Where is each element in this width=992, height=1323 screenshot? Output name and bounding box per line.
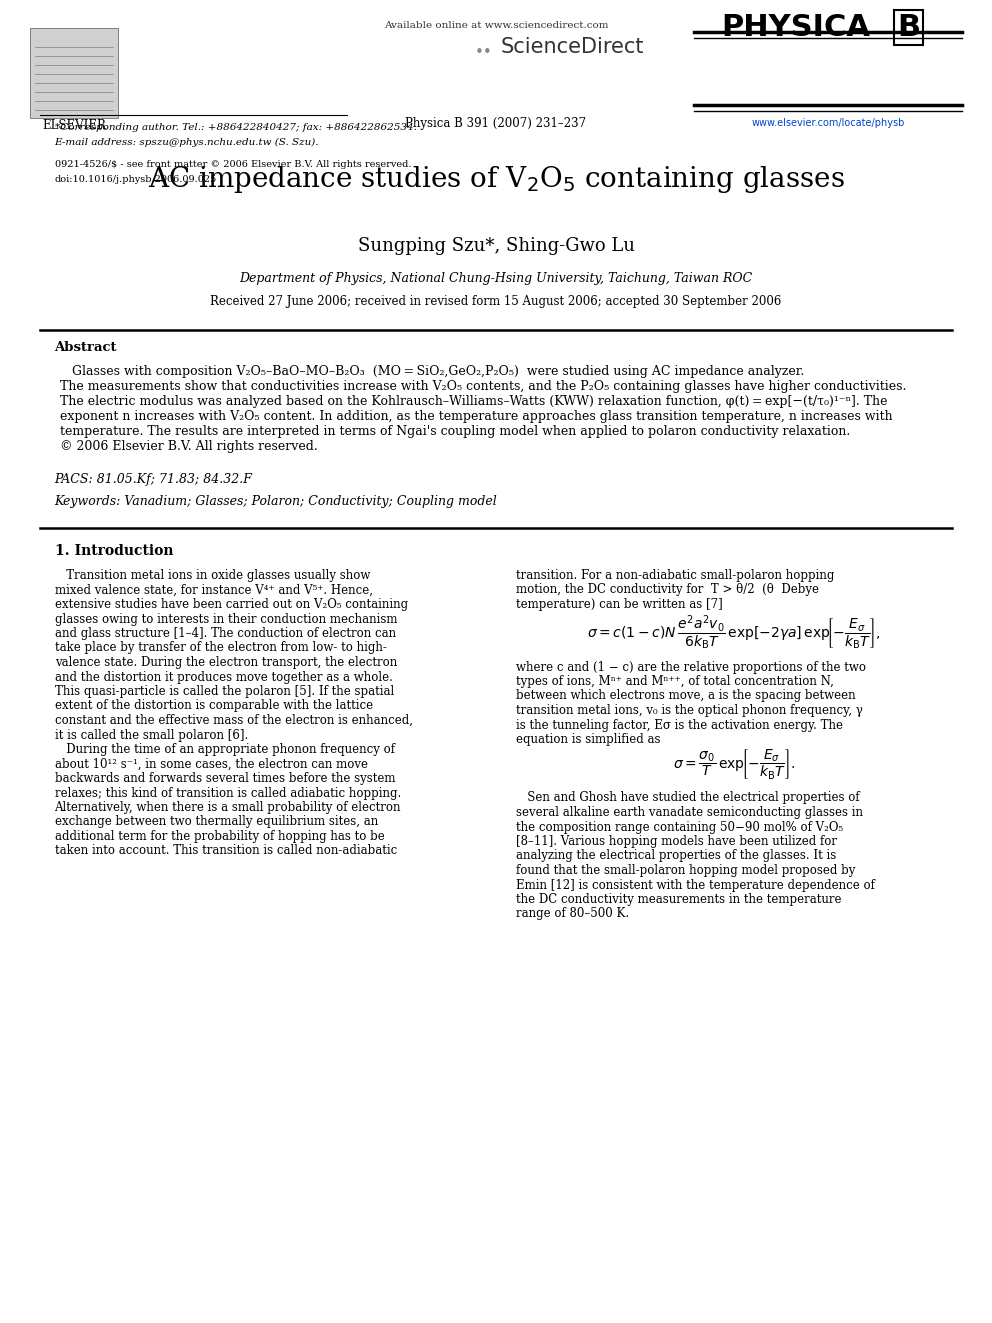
Text: doi:10.1016/j.physb.2006.09.025: doi:10.1016/j.physb.2006.09.025 <box>55 175 217 184</box>
Text: transition metal ions, v₀ is the optical phonon frequency, γ: transition metal ions, v₀ is the optical… <box>516 704 863 717</box>
Text: Physica B 391 (2007) 231–237: Physica B 391 (2007) 231–237 <box>406 116 586 130</box>
Text: $\sigma = c(1-c)N\,\dfrac{e^2a^2v_0}{6k_{\mathrm{B}}T}\,\mathrm{exp}[-2\gamma a]: $\sigma = c(1-c)N\,\dfrac{e^2a^2v_0}{6k_… <box>587 613 881 651</box>
Text: AC impedance studies of V$_2$O$_5$ containing glasses: AC impedance studies of V$_2$O$_5$ conta… <box>148 164 844 194</box>
Text: constant and the effective mass of the electron is enhanced,: constant and the effective mass of the e… <box>55 714 413 728</box>
Text: 1. Introduction: 1. Introduction <box>55 544 173 558</box>
Text: Received 27 June 2006; received in revised form 15 August 2006; accepted 30 Sept: Received 27 June 2006; received in revis… <box>210 295 782 308</box>
Text: Abstract: Abstract <box>55 341 117 355</box>
Text: Department of Physics, National Chung-Hsing University, Taichung, Taiwan ROC: Department of Physics, National Chung-Hs… <box>239 273 753 284</box>
Text: PHYSICA: PHYSICA <box>721 13 871 42</box>
Text: valence state. During the electron transport, the electron: valence state. During the electron trans… <box>55 656 397 669</box>
Text: Available online at www.sciencedirect.com: Available online at www.sciencedirect.co… <box>384 21 608 30</box>
Text: © 2006 Elsevier B.V. All rights reserved.: © 2006 Elsevier B.V. All rights reserved… <box>60 441 317 452</box>
Text: equation is simplified as: equation is simplified as <box>516 733 661 746</box>
Text: ••: •• <box>475 45 493 60</box>
Text: relaxes; this kind of transition is called adiabatic hopping.: relaxes; this kind of transition is call… <box>55 786 401 799</box>
Text: motion, the DC conductivity for  T > θ/2  (θ  Debye: motion, the DC conductivity for T > θ/2 … <box>516 583 818 597</box>
Text: 0921-4526/$ - see front matter © 2006 Elsevier B.V. All rights reserved.: 0921-4526/$ - see front matter © 2006 El… <box>55 160 411 169</box>
Text: Keywords: Vanadium; Glasses; Polaron; Conductivity; Coupling model: Keywords: Vanadium; Glasses; Polaron; Co… <box>55 495 497 508</box>
Text: exponent n increases with V₂O₅ content. In addition, as the temperature approach: exponent n increases with V₂O₅ content. … <box>60 410 892 423</box>
Text: several alkaline earth vanadate semiconducting glasses in: several alkaline earth vanadate semicond… <box>516 806 863 819</box>
Text: *Corresponding author. Tel.: +886422840427; fax: +886422862534.: *Corresponding author. Tel.: +8864228404… <box>55 123 417 132</box>
Text: Sungping Szu*, Shing-Gwo Lu: Sungping Szu*, Shing-Gwo Lu <box>357 237 635 255</box>
Text: glasses owing to interests in their conduction mechanism: glasses owing to interests in their cond… <box>55 613 397 626</box>
FancyBboxPatch shape <box>30 28 118 118</box>
Text: about 10¹² s⁻¹, in some cases, the electron can move: about 10¹² s⁻¹, in some cases, the elect… <box>55 758 368 770</box>
Text: temperature. The results are interpreted in terms of Ngai's coupling model when : temperature. The results are interpreted… <box>60 425 850 438</box>
Text: Sen and Ghosh have studied the electrical properties of: Sen and Ghosh have studied the electrica… <box>516 791 859 804</box>
Text: temperature) can be written as [7]: temperature) can be written as [7] <box>516 598 722 611</box>
Text: backwards and forwards several times before the system: backwards and forwards several times bef… <box>55 773 395 785</box>
Text: additional term for the probability of hopping has to be: additional term for the probability of h… <box>55 830 384 843</box>
Text: extent of the distortion is comparable with the lattice: extent of the distortion is comparable w… <box>55 700 373 713</box>
Text: During the time of an appropriate phonon frequency of: During the time of an appropriate phonon… <box>55 744 395 755</box>
Text: it is called the small polaron [6].: it is called the small polaron [6]. <box>55 729 248 741</box>
Text: extensive studies have been carried out on V₂O₅ containing: extensive studies have been carried out … <box>55 598 408 611</box>
Text: take place by transfer of the electron from low- to high-: take place by transfer of the electron f… <box>55 642 387 655</box>
Text: ELSEVIER: ELSEVIER <box>42 119 106 132</box>
Text: The measurements show that conductivities increase with V₂O₅ contents, and the P: The measurements show that conductivitie… <box>60 380 906 393</box>
Text: transition. For a non-adiabatic small-polaron hopping: transition. For a non-adiabatic small-po… <box>516 569 834 582</box>
Text: types of ions, Mⁿ⁺ and Mⁿ⁺⁺, of total concentration N,: types of ions, Mⁿ⁺ and Mⁿ⁺⁺, of total co… <box>516 675 833 688</box>
Text: [8–11]. Various hopping models have been utilized for: [8–11]. Various hopping models have been… <box>516 835 837 848</box>
Text: mixed valence state, for instance V⁴⁺ and V⁵⁺. Hence,: mixed valence state, for instance V⁴⁺ an… <box>55 583 373 597</box>
Text: PACS: 81.05.Kf; 71.83; 84.32.F: PACS: 81.05.Kf; 71.83; 84.32.F <box>55 474 252 486</box>
Text: between which electrons move, a is the spacing between: between which electrons move, a is the s… <box>516 689 855 703</box>
Text: the DC conductivity measurements in the temperature: the DC conductivity measurements in the … <box>516 893 841 906</box>
Text: The electric modulus was analyzed based on the Kohlrausch–Williams–Watts (KWW) r: The electric modulus was analyzed based … <box>60 396 887 407</box>
Text: where c and (1 − c) are the relative proportions of the two: where c and (1 − c) are the relative pro… <box>516 660 866 673</box>
Text: taken into account. This transition is called non-adiabatic: taken into account. This transition is c… <box>55 844 397 857</box>
Text: and the distortion it produces move together as a whole.: and the distortion it produces move toge… <box>55 671 393 684</box>
Text: the composition range containing 50−90 mol% of V₂O₅: the composition range containing 50−90 m… <box>516 820 843 833</box>
Text: is the tunneling factor, Eσ is the activation energy. The: is the tunneling factor, Eσ is the activ… <box>516 718 843 732</box>
Text: Transition metal ions in oxide glasses usually show: Transition metal ions in oxide glasses u… <box>55 569 370 582</box>
Text: This quasi-particle is called the polaron [5]. If the spatial: This quasi-particle is called the polaro… <box>55 685 394 699</box>
Text: B: B <box>897 13 921 42</box>
Text: www.elsevier.com/locate/physb: www.elsevier.com/locate/physb <box>752 118 905 128</box>
Text: exchange between two thermally equilibrium sites, an: exchange between two thermally equilibri… <box>55 815 378 828</box>
Text: ScienceDirect: ScienceDirect <box>501 37 645 57</box>
Text: range of 80–500 K.: range of 80–500 K. <box>516 908 629 921</box>
Text: found that the small-polaron hopping model proposed by: found that the small-polaron hopping mod… <box>516 864 855 877</box>
Text: Glasses with composition V₂O₅–BaO–MO–B₂O₃  (MO = SiO₂,GeO₂,P₂O₅)  were studied u: Glasses with composition V₂O₅–BaO–MO–B₂O… <box>60 365 804 378</box>
Text: and glass structure [1–4]. The conduction of electron can: and glass structure [1–4]. The conductio… <box>55 627 396 640</box>
Text: analyzing the electrical properties of the glasses. It is: analyzing the electrical properties of t… <box>516 849 836 863</box>
Text: Emin [12] is consistent with the temperature dependence of: Emin [12] is consistent with the tempera… <box>516 878 875 892</box>
Text: Alternatively, when there is a small probability of electron: Alternatively, when there is a small pro… <box>55 800 401 814</box>
Text: $\sigma = \dfrac{\sigma_0}{T}\,\mathrm{exp}\!\left[-\dfrac{E_\sigma}{k_{\mathrm{: $\sigma = \dfrac{\sigma_0}{T}\,\mathrm{e… <box>673 749 796 782</box>
Text: E-mail address: spszu@phys.nchu.edu.tw (S. Szu).: E-mail address: spszu@phys.nchu.edu.tw (… <box>55 138 319 147</box>
